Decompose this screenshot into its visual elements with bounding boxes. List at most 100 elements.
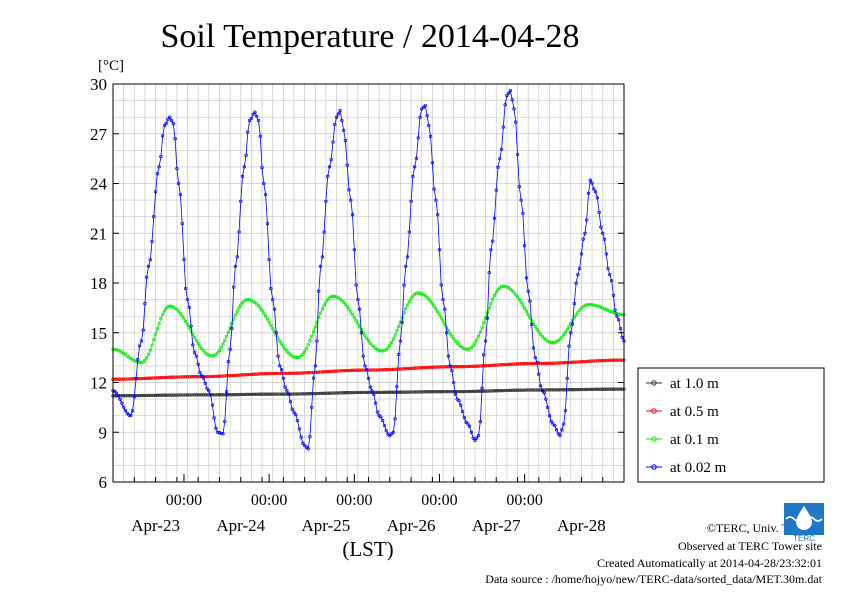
series-point [609, 387, 614, 391]
series-point [576, 387, 580, 392]
series-point [168, 115, 172, 119]
series-point [491, 239, 495, 243]
series-point [334, 115, 339, 119]
series-point [313, 325, 317, 329]
series-point [469, 389, 474, 394]
series-point [592, 387, 596, 392]
series-point [340, 118, 344, 123]
series-layer [111, 88, 626, 451]
legend-label: at 1.0 m [670, 376, 719, 392]
series-point [556, 432, 561, 436]
series-point [161, 375, 165, 380]
series-point [246, 130, 250, 134]
series-point [508, 88, 513, 93]
series-point [318, 311, 323, 315]
series-point [427, 123, 431, 128]
series-point [425, 113, 429, 118]
series-point [441, 297, 445, 302]
series-point [263, 314, 268, 318]
series-point [569, 360, 573, 365]
series-point [187, 375, 191, 379]
series-point [269, 392, 273, 396]
series-point [521, 211, 525, 216]
series-point [336, 369, 340, 373]
series-point [333, 391, 337, 395]
series-point [551, 422, 555, 426]
series-point [494, 363, 498, 367]
series-point [148, 348, 152, 352]
series-point [306, 447, 310, 451]
series-point [535, 388, 539, 392]
series-point [169, 375, 174, 379]
series-point [370, 343, 374, 347]
series-point [492, 293, 497, 298]
series-point [274, 392, 278, 396]
series-point [315, 339, 319, 343]
series-line [113, 388, 624, 397]
series-point [366, 390, 371, 395]
series-point [176, 309, 181, 314]
series-point [265, 317, 270, 321]
legend-label: at 0.02 m [670, 460, 727, 476]
series-point [593, 190, 598, 194]
series-point [255, 392, 259, 396]
series-point [572, 302, 576, 306]
series-point [425, 295, 429, 299]
series-point [588, 178, 592, 182]
series-point [187, 305, 191, 310]
series-point [453, 392, 458, 396]
chart-title: Soil Temperature / 2014-04-28 [160, 18, 579, 55]
series-point [146, 352, 151, 356]
series-point [592, 303, 596, 307]
series-point [308, 435, 312, 439]
observed-text: Observed at TERC Tower site [678, 539, 822, 553]
series-point [317, 289, 321, 293]
series-point [345, 304, 349, 309]
series-point [306, 343, 310, 347]
series-point [489, 248, 493, 252]
series-point [414, 366, 419, 370]
series-point [397, 390, 401, 394]
series-point [467, 364, 472, 369]
series-point [137, 376, 142, 381]
series-point [283, 385, 287, 389]
series-point [524, 388, 529, 392]
series-point [239, 303, 243, 307]
series-point [301, 371, 305, 375]
series-point [198, 393, 202, 397]
series-point [240, 174, 245, 179]
series-point [129, 394, 133, 398]
series-point [134, 376, 138, 381]
series-point [549, 420, 553, 424]
series-point [574, 313, 578, 317]
series-point [304, 445, 309, 449]
series-point [168, 375, 172, 379]
series-point [494, 188, 498, 192]
series-point [294, 371, 298, 375]
series-point [178, 192, 183, 197]
series-point [402, 390, 406, 394]
series-point [581, 387, 585, 392]
series-point [269, 371, 273, 376]
series-point [498, 389, 502, 393]
series-point [414, 390, 419, 394]
series-point [276, 371, 280, 376]
series-point [492, 216, 497, 220]
y-tick-label: 15 [90, 324, 107, 343]
series-point [427, 297, 431, 301]
series-point [166, 305, 170, 309]
series-point [577, 266, 582, 271]
series-point [524, 309, 529, 314]
series-point [127, 413, 131, 417]
series-point [315, 391, 319, 396]
series-point [604, 252, 608, 256]
series-point [434, 390, 438, 394]
series-point [448, 364, 452, 368]
series-point [232, 392, 236, 397]
series-point [150, 376, 154, 380]
series-point [324, 391, 328, 395]
series-point [404, 264, 408, 269]
series-point [526, 388, 530, 392]
series-point [375, 368, 380, 372]
series-point [386, 368, 390, 372]
